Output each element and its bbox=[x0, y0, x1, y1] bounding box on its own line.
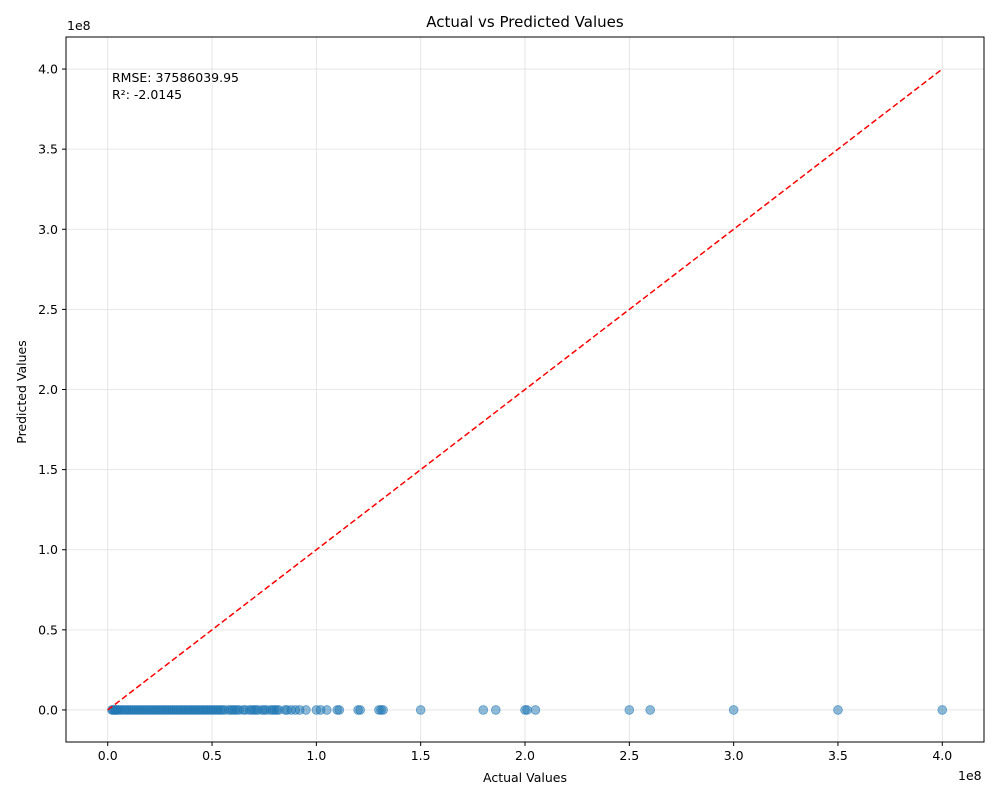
x-tick-label: 0.5 bbox=[202, 748, 222, 763]
data-point bbox=[645, 705, 655, 715]
x-tick-label: 3.0 bbox=[724, 748, 744, 763]
data-point bbox=[937, 705, 948, 715]
data-point bbox=[378, 705, 388, 715]
data-point bbox=[301, 705, 311, 715]
data-point bbox=[334, 705, 345, 715]
x-tick-label: 3.5 bbox=[828, 748, 848, 763]
x-axis-label: Actual Values bbox=[483, 770, 567, 785]
y-tick-label: 2.0 bbox=[38, 382, 58, 397]
reference-line bbox=[107, 68, 943, 711]
x-tick-label: 2.5 bbox=[619, 748, 639, 763]
y-tick-label: 3.5 bbox=[38, 142, 58, 157]
data-point bbox=[415, 705, 426, 715]
metrics-annotation-rmse: RMSE: 37586039.95 bbox=[112, 70, 239, 85]
y-tick-label: 0.0 bbox=[38, 702, 58, 717]
data-point bbox=[833, 705, 843, 715]
x-axis-ticks: 0.0 0.5 1.0 1.5 2.0 2.5 3.0 3.5 4.0 bbox=[98, 742, 952, 763]
y-tick-label: 1.5 bbox=[38, 462, 58, 477]
data-point bbox=[321, 705, 332, 715]
y-axis-label: Predicted Values bbox=[14, 340, 29, 444]
x-tick-label: 1.0 bbox=[306, 748, 326, 763]
y-axis-offset-label: 1e8 bbox=[67, 18, 91, 33]
y-tick-label: 2.5 bbox=[38, 302, 58, 317]
y-axis-ticks: 0.0 0.5 1.0 1.5 2.0 2.5 3.0 3.5 4.0 bbox=[38, 62, 66, 717]
x-tick-label: 0.0 bbox=[98, 748, 118, 763]
x-axis-offset-label: 1e8 bbox=[958, 768, 982, 783]
data-point bbox=[530, 705, 541, 715]
x-tick-label: 4.0 bbox=[932, 748, 952, 763]
y-tick-label: 0.5 bbox=[38, 622, 58, 637]
x-tick-label: 1.5 bbox=[411, 748, 431, 763]
chart-title: Actual vs Predicted Values bbox=[426, 13, 624, 31]
reference-line-group bbox=[107, 68, 943, 711]
data-point bbox=[522, 705, 532, 715]
data-point bbox=[355, 705, 365, 715]
y-tick-label: 4.0 bbox=[38, 62, 58, 77]
data-point bbox=[490, 705, 501, 715]
metrics-annotation-r2: R²: -2.0145 bbox=[112, 87, 182, 102]
y-tick-label: 1.0 bbox=[38, 542, 58, 557]
data-point bbox=[728, 705, 739, 715]
data-point bbox=[478, 705, 489, 715]
x-tick-label: 2.0 bbox=[515, 748, 535, 763]
y-tick-label: 3.0 bbox=[38, 222, 58, 237]
data-point bbox=[624, 705, 635, 715]
